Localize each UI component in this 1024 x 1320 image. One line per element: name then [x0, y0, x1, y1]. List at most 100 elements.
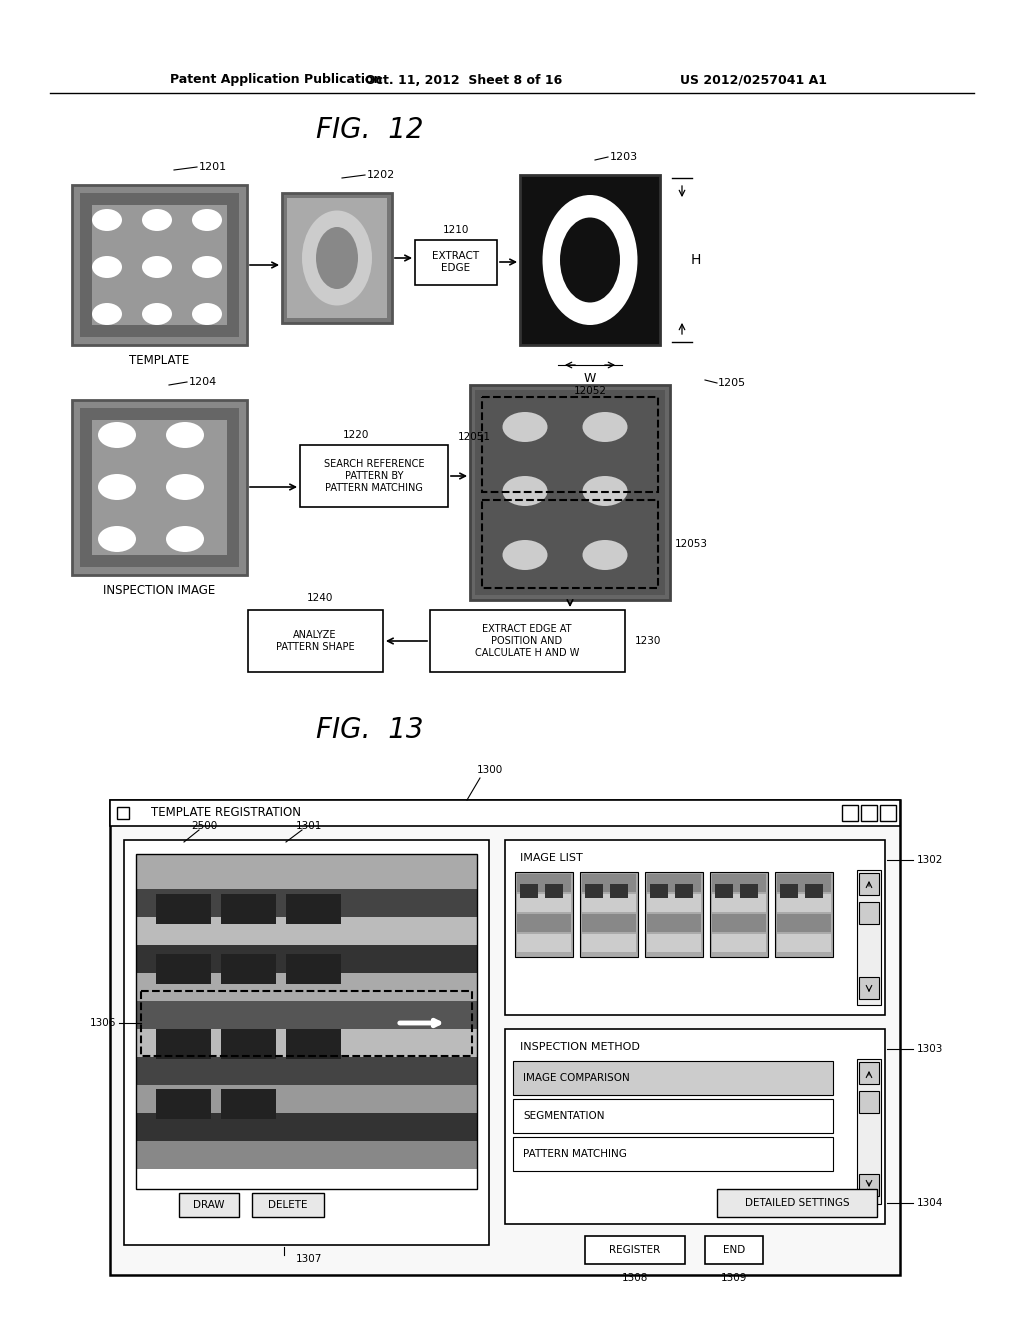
- Ellipse shape: [503, 412, 548, 442]
- Bar: [712, 874, 766, 892]
- Bar: [650, 884, 668, 898]
- Bar: [710, 873, 768, 957]
- Bar: [92, 205, 227, 325]
- Bar: [470, 385, 670, 601]
- Bar: [136, 1001, 477, 1030]
- Text: W: W: [584, 371, 596, 384]
- Bar: [80, 408, 239, 568]
- Bar: [286, 954, 341, 983]
- Bar: [582, 913, 636, 932]
- Bar: [585, 884, 603, 898]
- Ellipse shape: [142, 256, 172, 279]
- Bar: [717, 1189, 877, 1217]
- Text: EXTRACT
EDGE: EXTRACT EDGE: [432, 251, 479, 273]
- Bar: [712, 894, 766, 912]
- Ellipse shape: [193, 304, 222, 325]
- Bar: [72, 400, 247, 576]
- Text: PATTERN MATCHING: PATTERN MATCHING: [523, 1148, 627, 1159]
- Ellipse shape: [166, 422, 204, 447]
- Bar: [857, 870, 881, 1005]
- Text: 1201: 1201: [199, 162, 227, 172]
- Ellipse shape: [543, 195, 638, 325]
- Bar: [647, 894, 701, 912]
- Bar: [859, 873, 879, 895]
- Bar: [861, 805, 877, 821]
- Bar: [610, 884, 628, 898]
- Text: DETAILED SETTINGS: DETAILED SETTINGS: [744, 1199, 849, 1208]
- Bar: [430, 610, 625, 672]
- Text: TEMPLATE: TEMPLATE: [129, 354, 189, 367]
- Bar: [517, 913, 571, 932]
- Bar: [859, 902, 879, 924]
- Text: 1205: 1205: [718, 378, 746, 388]
- Bar: [520, 176, 660, 345]
- Bar: [156, 894, 211, 924]
- Ellipse shape: [503, 540, 548, 570]
- Bar: [80, 193, 239, 337]
- Text: 1309: 1309: [721, 1272, 748, 1283]
- Bar: [582, 874, 636, 892]
- Bar: [136, 1057, 477, 1085]
- Ellipse shape: [302, 210, 372, 305]
- Text: SEARCH REFERENCE
PATTERN BY
PATTERN MATCHING: SEARCH REFERENCE PATTERN BY PATTERN MATC…: [324, 459, 424, 492]
- Text: Oct. 11, 2012  Sheet 8 of 16: Oct. 11, 2012 Sheet 8 of 16: [365, 74, 562, 87]
- Bar: [675, 884, 693, 898]
- Bar: [221, 1030, 276, 1059]
- Text: 1204: 1204: [189, 378, 217, 387]
- Text: 1301: 1301: [296, 821, 323, 832]
- Bar: [110, 800, 900, 1275]
- Bar: [252, 1193, 324, 1217]
- Ellipse shape: [166, 525, 204, 552]
- Bar: [156, 954, 211, 983]
- Text: FIG.  12: FIG. 12: [316, 116, 424, 144]
- Bar: [475, 389, 665, 595]
- Ellipse shape: [583, 412, 628, 442]
- Ellipse shape: [92, 209, 122, 231]
- Bar: [513, 1100, 833, 1133]
- Bar: [580, 873, 638, 957]
- Bar: [545, 884, 563, 898]
- Bar: [859, 1173, 879, 1196]
- Bar: [859, 1092, 879, 1113]
- Bar: [221, 954, 276, 983]
- Text: DELETE: DELETE: [268, 1200, 308, 1210]
- Bar: [505, 1030, 885, 1224]
- Ellipse shape: [583, 477, 628, 506]
- Bar: [712, 913, 766, 932]
- Text: EXTRACT EDGE AT
POSITION AND
CALCULATE H AND W: EXTRACT EDGE AT POSITION AND CALCULATE H…: [475, 624, 580, 657]
- Bar: [775, 873, 833, 957]
- Bar: [645, 873, 703, 957]
- Text: 1210: 1210: [442, 224, 469, 235]
- Text: Patent Application Publication: Patent Application Publication: [170, 74, 382, 87]
- Ellipse shape: [92, 304, 122, 325]
- Bar: [513, 1137, 833, 1171]
- Bar: [780, 884, 798, 898]
- Bar: [286, 1030, 341, 1059]
- Text: 1230: 1230: [635, 636, 662, 645]
- Bar: [777, 894, 831, 912]
- Bar: [482, 397, 658, 492]
- Bar: [857, 1059, 881, 1204]
- Text: TEMPLATE REGISTRATION: TEMPLATE REGISTRATION: [151, 807, 301, 820]
- Bar: [520, 884, 538, 898]
- Bar: [92, 420, 227, 554]
- Text: 1202: 1202: [367, 170, 395, 180]
- Ellipse shape: [503, 477, 548, 506]
- Ellipse shape: [98, 422, 136, 447]
- Bar: [715, 884, 733, 898]
- Ellipse shape: [142, 209, 172, 231]
- Bar: [513, 1061, 833, 1096]
- Bar: [136, 854, 477, 1189]
- Bar: [221, 1089, 276, 1119]
- Ellipse shape: [98, 525, 136, 552]
- Text: US 2012/0257041 A1: US 2012/0257041 A1: [680, 74, 827, 87]
- Text: FIG.  13: FIG. 13: [316, 715, 424, 744]
- Ellipse shape: [166, 474, 204, 500]
- Bar: [136, 1140, 477, 1170]
- Bar: [505, 840, 885, 1015]
- Bar: [740, 884, 758, 898]
- Bar: [286, 894, 341, 924]
- Bar: [517, 935, 571, 952]
- Text: 1303: 1303: [918, 1044, 943, 1053]
- Bar: [136, 1085, 477, 1113]
